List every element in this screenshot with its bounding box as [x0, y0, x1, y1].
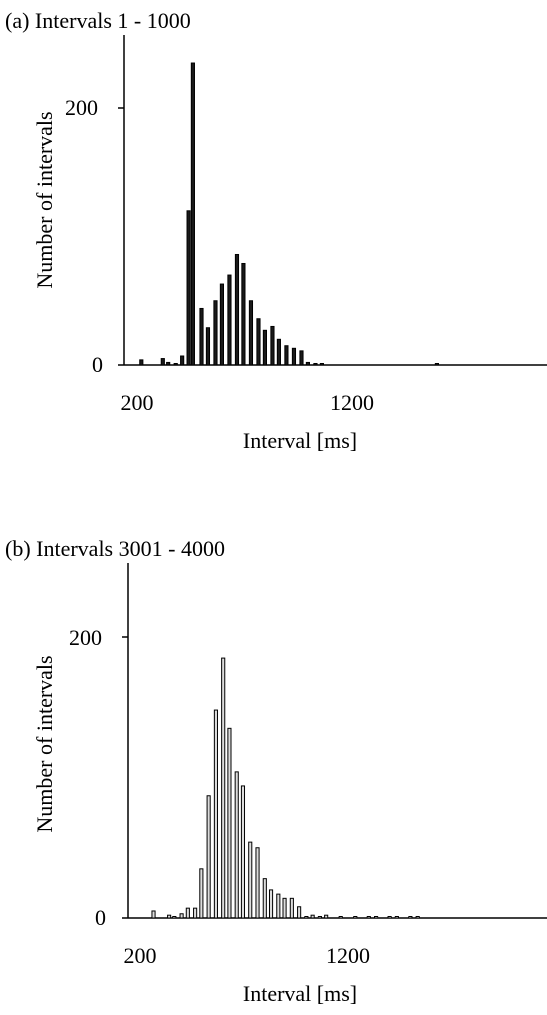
panel-a-bar — [190, 62, 195, 366]
panel-b-bar — [213, 709, 218, 919]
panel-a: (a) Intervals 1 - 1000 0 200 200 1200 In… — [5, 8, 547, 453]
panel-b-bar — [227, 727, 232, 919]
panel-b-bar — [193, 907, 198, 919]
panel-a-bar — [180, 355, 185, 366]
panel-b-bar — [268, 889, 274, 919]
panel-b-bar — [167, 914, 172, 919]
panel-b-bar — [338, 916, 343, 919]
panel-a-ylabel: Number of intervals — [32, 111, 57, 288]
panel-a-bars — [139, 62, 439, 366]
panel-a-bar — [173, 363, 178, 366]
panel-b-bar — [221, 657, 226, 919]
panel-a-bar — [291, 347, 297, 366]
panel-a-bar — [166, 361, 171, 366]
panel-a-bar — [139, 359, 144, 366]
panel-b-xtick-200: 200 — [124, 943, 157, 968]
panel-b-bar — [185, 907, 190, 919]
panel-a-xtick-1200: 1200 — [330, 390, 374, 415]
panel-b-bar — [240, 785, 246, 919]
panel-b-bar — [317, 916, 322, 919]
panel-a-bar — [199, 307, 204, 366]
panel-a-title: (a) Intervals 1 - 1000 — [5, 8, 191, 33]
panel-b-bar — [374, 916, 379, 919]
panel-b-xtick-1200: 1200 — [326, 943, 370, 968]
panel-a-bar — [160, 358, 165, 366]
panel-a-bar — [305, 361, 310, 366]
panel-a-bar — [284, 345, 289, 366]
panel-a-bar — [219, 283, 224, 366]
panel-a-bar — [186, 210, 191, 366]
panel-a-bar — [241, 262, 246, 366]
panel-a-bar — [276, 338, 281, 366]
panel-b-bars — [151, 657, 420, 919]
panel-b-bar — [206, 795, 211, 919]
panel-b-bar — [179, 913, 184, 919]
panel-b-bar — [310, 914, 315, 919]
panel-b-bar — [255, 847, 260, 919]
panel-b-bar — [276, 893, 281, 919]
panel-a-bar — [248, 300, 254, 366]
panel-a-bar — [319, 363, 324, 366]
panel-a-bar — [234, 253, 240, 366]
panel-b-ytick-0: 0 — [95, 905, 106, 930]
panel-b-bar — [324, 914, 329, 919]
panel-b-bar — [408, 916, 413, 919]
panel-a-bar — [434, 363, 439, 366]
panel-b-bar — [234, 771, 239, 919]
panel-a-bar — [213, 300, 218, 366]
panel-b-bar — [353, 916, 358, 919]
panel-b-bar — [172, 916, 177, 919]
panel-b-bar — [199, 868, 204, 919]
panel-b-xlabel: Interval [ms] — [243, 981, 357, 1006]
panel-b-bar — [289, 897, 294, 919]
panel-b: (b) Intervals 3001 - 4000 0 200 200 1200… — [5, 536, 547, 1006]
panel-b-bar — [248, 841, 253, 919]
panel-a-ytick-200: 200 — [65, 95, 98, 120]
panel-b-bar — [282, 897, 287, 919]
panel-b-bar — [151, 910, 156, 919]
panel-a-xlabel: Interval [ms] — [243, 428, 357, 453]
panel-a-bar — [205, 327, 211, 366]
panel-b-ytick-200: 200 — [69, 625, 102, 650]
panel-b-bar — [366, 916, 371, 919]
panel-a-ytick-0: 0 — [92, 352, 103, 377]
panel-b-bar — [262, 878, 267, 919]
panel-b-bar — [304, 916, 309, 919]
panel-a-bar — [270, 325, 275, 366]
panel-a-bar — [313, 363, 318, 366]
panel-b-bar — [394, 916, 399, 919]
panel-a-bar — [299, 350, 304, 366]
panel-b-bar — [297, 906, 302, 919]
panel-a-bar — [262, 329, 267, 366]
panel-a-xtick-200: 200 — [121, 390, 154, 415]
panel-a-bar — [256, 318, 261, 366]
panel-b-ylabel: Number of intervals — [32, 655, 57, 832]
panel-a-bar — [227, 274, 232, 366]
panel-b-bar — [415, 916, 420, 919]
panel-b-title: (b) Intervals 3001 - 4000 — [5, 536, 225, 561]
panel-b-bar — [387, 916, 392, 919]
